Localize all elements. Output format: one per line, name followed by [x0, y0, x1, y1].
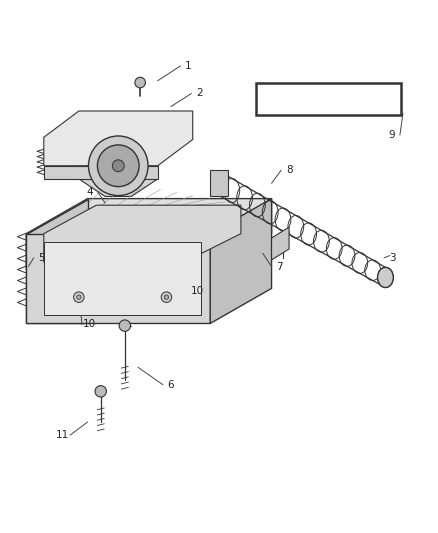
Polygon shape [44, 243, 201, 314]
Text: 4: 4 [86, 187, 93, 197]
Polygon shape [26, 199, 88, 324]
Circle shape [164, 295, 169, 300]
Text: 5: 5 [38, 253, 45, 263]
Circle shape [74, 292, 84, 302]
Text: 2: 2 [196, 88, 203, 99]
Polygon shape [26, 199, 272, 269]
Text: 10: 10 [191, 286, 204, 296]
Text: 1: 1 [185, 61, 192, 71]
Circle shape [95, 386, 106, 397]
Polygon shape [210, 199, 272, 324]
Circle shape [88, 136, 148, 196]
Text: 3: 3 [389, 253, 396, 263]
Text: 7: 7 [276, 262, 283, 271]
Text: 9: 9 [389, 130, 396, 140]
Text: LABEL: LABEL [286, 90, 342, 108]
Text: 6: 6 [167, 379, 174, 390]
Polygon shape [44, 111, 193, 166]
Circle shape [135, 77, 145, 88]
Polygon shape [44, 166, 158, 179]
Ellipse shape [378, 268, 393, 287]
Circle shape [97, 145, 139, 187]
Circle shape [77, 295, 81, 300]
Circle shape [119, 320, 131, 332]
FancyBboxPatch shape [256, 83, 401, 115]
Polygon shape [210, 170, 228, 197]
Polygon shape [272, 227, 289, 260]
Polygon shape [79, 166, 158, 197]
Text: 10: 10 [83, 319, 96, 329]
Text: 8: 8 [286, 165, 293, 175]
Polygon shape [26, 233, 210, 324]
Circle shape [112, 160, 124, 172]
Circle shape [161, 292, 172, 302]
Polygon shape [44, 205, 241, 262]
Text: 11: 11 [56, 430, 69, 440]
